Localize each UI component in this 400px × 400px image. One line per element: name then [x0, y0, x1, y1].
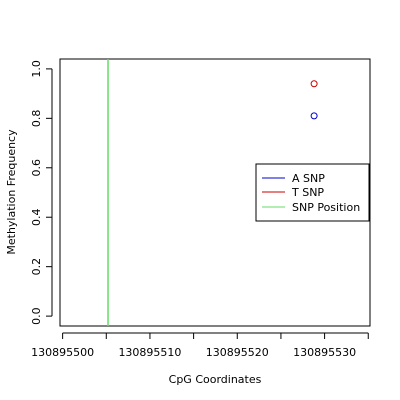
x-tick-label: 130895530: [293, 346, 356, 359]
y-axis: 0.0 0.2 0.4 0.6 0.8 1.0: [30, 60, 53, 325]
y-tick-label: 0.8: [30, 110, 43, 128]
y-tick-label: 1.0: [30, 60, 43, 78]
y-tick-label: 0.4: [30, 208, 43, 226]
legend-label-t-snp: T SNP: [291, 186, 324, 199]
legend-label-snp-position: SNP Position: [292, 201, 360, 214]
x-tick-label: 130895500: [31, 346, 94, 359]
x-tick-label: 130895520: [206, 346, 269, 359]
t-snp-point: [310, 80, 318, 88]
y-axis-label: Methylation Frequency: [5, 129, 18, 255]
plot-marks: [107, 59, 318, 326]
legend-label-a-snp: A SNP: [292, 172, 325, 185]
y-tick-label: 0.6: [30, 159, 43, 177]
a-snp-point: [310, 112, 318, 120]
x-axis: 130895500 130895510 130895520 130895530: [31, 332, 369, 359]
plot-frame: [59, 58, 371, 327]
y-tick-label: 0.0: [30, 307, 43, 325]
x-tick-label: 130895510: [118, 346, 181, 359]
y-tick-label: 0.2: [30, 258, 43, 276]
x-axis-label: CpG Coordinates: [169, 373, 262, 386]
